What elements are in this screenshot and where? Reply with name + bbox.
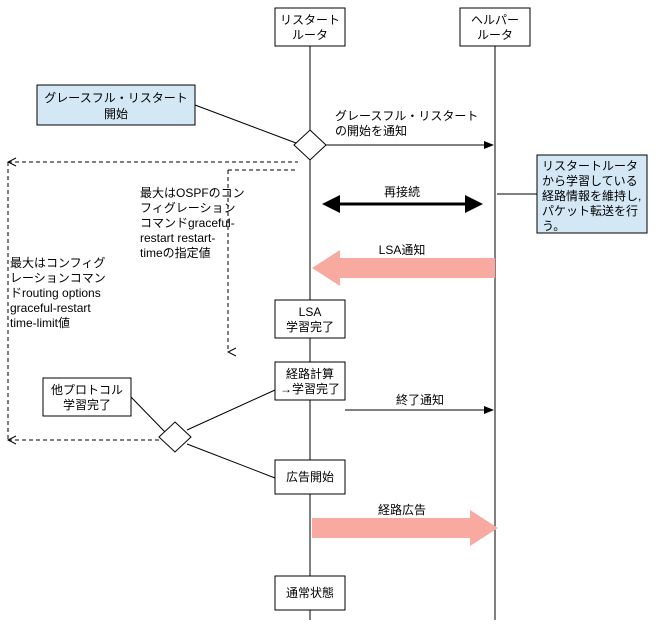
routing-note-l5: time-limit値 <box>10 315 70 330</box>
helper-router-label-2: ルータ <box>477 28 513 42</box>
step-normal-l1: 通常状態 <box>286 585 334 600</box>
ospf-note-l3: コマンドgraceful- <box>140 216 235 230</box>
restart-router-label-2: ルータ <box>292 28 328 42</box>
callout-other-protocol-l2: 学習完了 <box>63 397 111 412</box>
msg-start-notify-l2: の開始を通知 <box>335 124 407 138</box>
routing-note-l4: graceful-restart <box>10 301 91 315</box>
routing-note-l3: ドrouting options <box>10 286 101 300</box>
callout-other-protocol-l1: 他プロトコル <box>51 383 123 397</box>
decision-merge <box>159 422 191 452</box>
routing-note-l2: レーションコマン <box>10 271 106 285</box>
step-adv-start-l1: 広告開始 <box>286 470 334 484</box>
helper-note-l4: パケット転送を行 <box>542 203 638 218</box>
callout-graceful-start-l2: 開始 <box>104 107 128 121</box>
restart-router-label-1: リスタート <box>280 13 340 27</box>
callout-other-protocol-leader <box>131 397 165 432</box>
helper-note-l3: 経路情報を維持し, <box>542 188 641 203</box>
ospf-note-l2: フィグレーション <box>140 201 236 215</box>
sequence-diagram: リスタート ルータ ヘルパー ルータ グレースフル・リスタート 開始 グレースフ… <box>0 0 665 633</box>
helper-router-label-1: ヘルパー <box>471 13 519 27</box>
connector-diamond-to-adv <box>187 444 275 478</box>
helper-note-l1: リスタートルータ <box>542 159 638 173</box>
decision-start <box>294 130 326 160</box>
step-lsa-done-l1: LSA <box>299 305 322 319</box>
callout-graceful-start-l1: グレースフル・リスタート <box>44 91 187 105</box>
msg-route-adv: 経路広告 <box>378 502 426 517</box>
step-lsa-done-l2: 学習完了 <box>286 319 334 334</box>
ospf-note-l1: 最大はOSPFのコン <box>140 186 245 200</box>
step-calc-done-l1: 経路計算 <box>286 366 334 381</box>
helper-note-l2: から学習している <box>542 173 638 188</box>
ospf-note-l4: restart restart- <box>140 231 215 245</box>
connector-calc-to-diamond <box>187 390 275 430</box>
callout-graceful-start-leader <box>195 105 296 143</box>
helper-note-l5: う。 <box>542 219 565 233</box>
ospf-note-l5: timeの指定値 <box>140 245 211 260</box>
msg-lsa-notify: LSA通知 <box>379 243 426 257</box>
routing-note-l1: 最大はコンフィグ <box>10 256 105 270</box>
msg-end-notify: 終了通知 <box>396 392 444 407</box>
step-calc-done-l2: →学習完了 <box>280 381 340 396</box>
msg-start-notify-l1: グレースフル・リスタート <box>335 109 478 123</box>
msg-reconnect: 再接続 <box>384 184 420 199</box>
